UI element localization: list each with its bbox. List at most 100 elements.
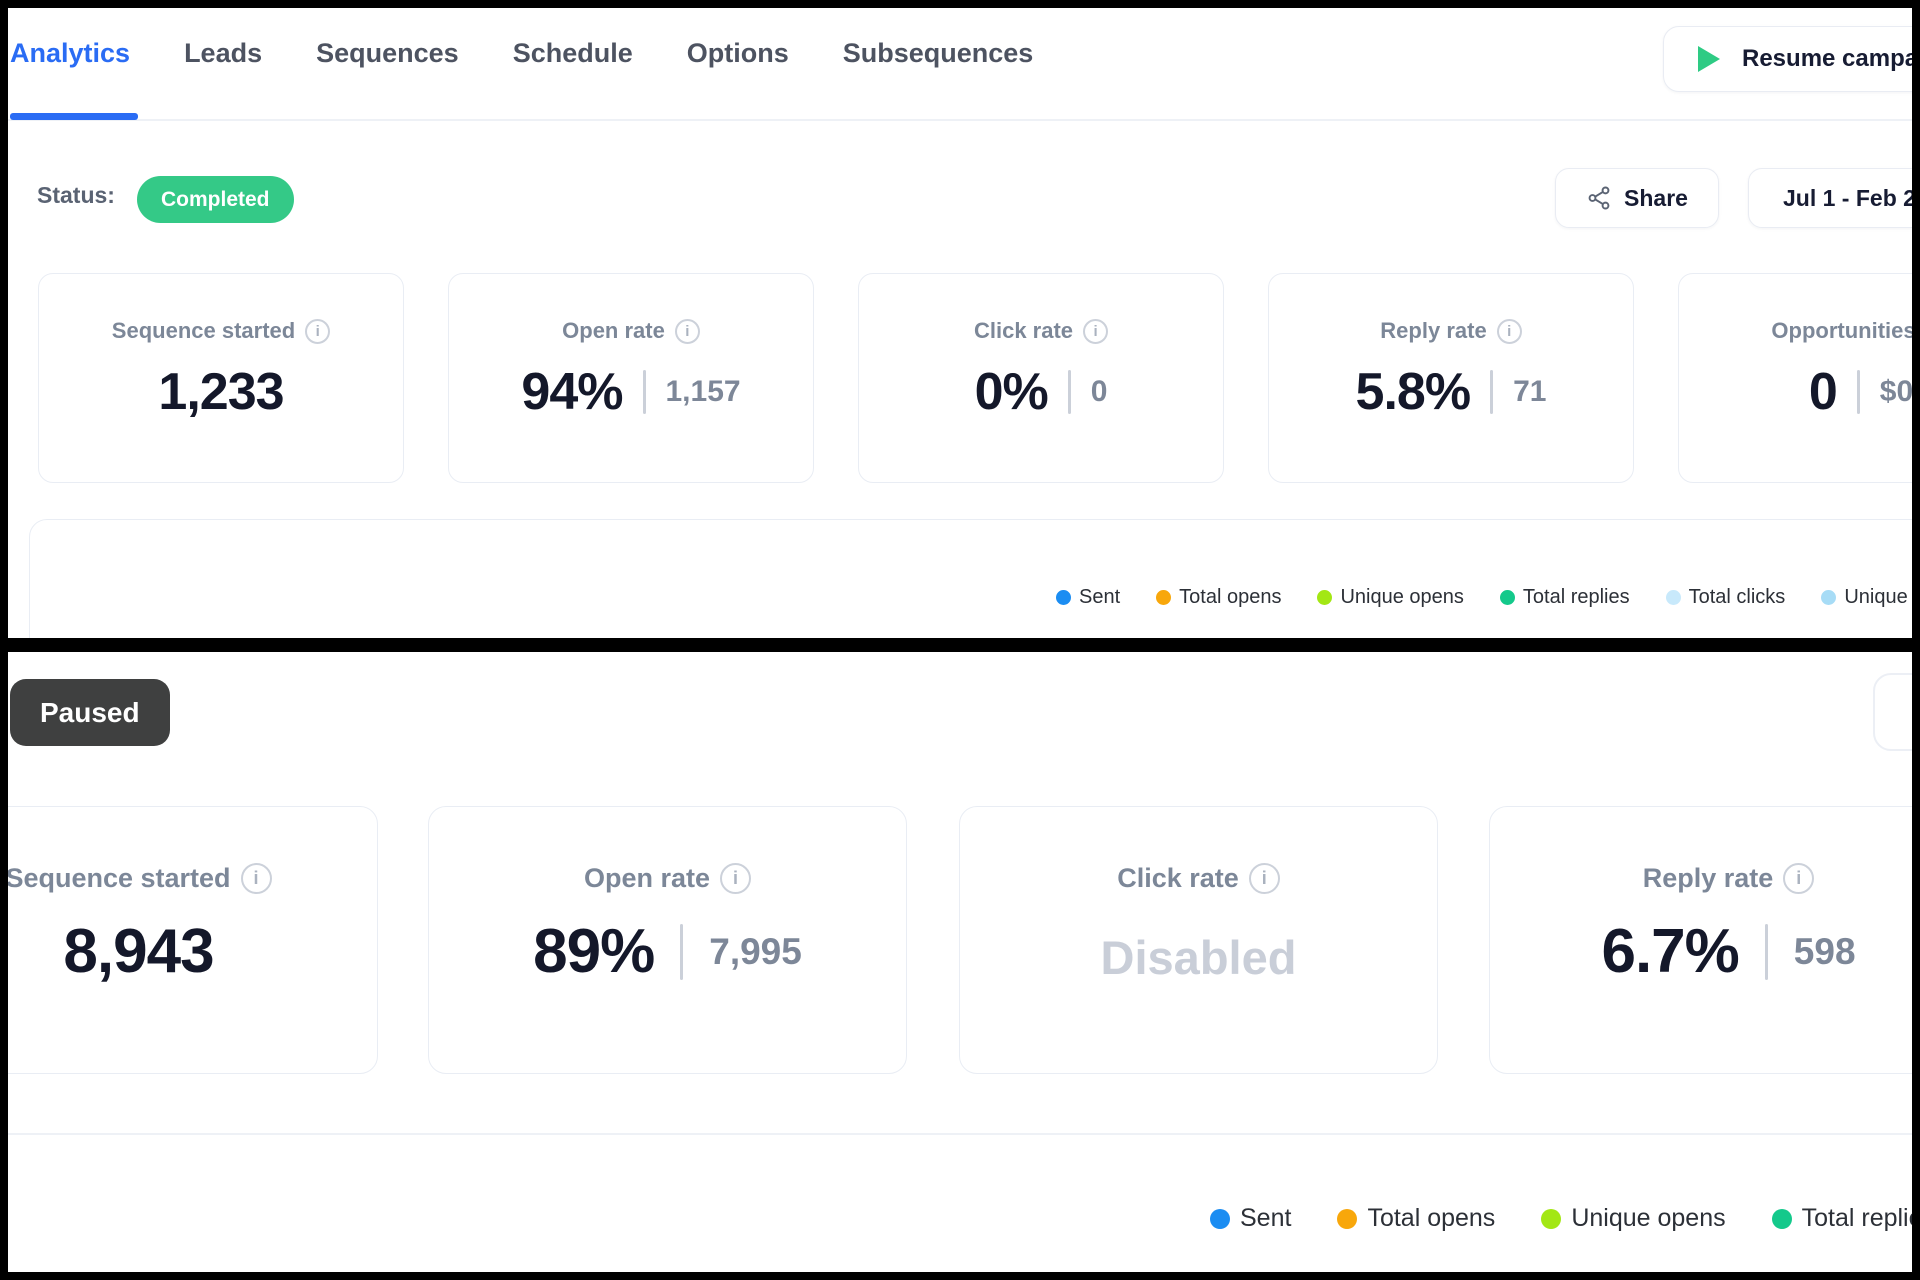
tab-schedule[interactable]: Schedule — [512, 38, 633, 68]
legend-dot — [1499, 590, 1515, 605]
info-icon[interactable]: i — [240, 863, 272, 894]
metric-card-open-rate: Open rate i 94% 1,157 — [448, 273, 814, 483]
info-icon[interactable]: i — [1083, 318, 1109, 344]
metric-card-reply-rate: Reply rate i 5.8% 71 — [1268, 273, 1634, 483]
legend-label: Total opens — [1367, 1204, 1496, 1232]
metric-card-opportunities: Opportunities i 0 $0 — [1678, 273, 1912, 483]
analytics-chart-card — [8, 1133, 1912, 1272]
metric-secondary-value: $0 — [1879, 375, 1912, 408]
legend-label: Total replies — [1522, 586, 1630, 608]
legend-item-total-replies[interactable]: Total replies — [1771, 1204, 1912, 1233]
legend-label: Unique opens — [1340, 586, 1464, 608]
legend-item-unique-opens[interactable]: Unique opens — [1317, 586, 1464, 609]
metric-label: Open rate — [562, 318, 665, 343]
date-range-label: Jul 1 - Feb 29 — [1783, 184, 1912, 211]
legend-dot — [1317, 590, 1333, 605]
metric-card-sequence-started: Sequence started i 8,943 — [8, 806, 378, 1074]
legend-item-total-replies[interactable]: Total replies — [1499, 586, 1630, 609]
active-tab-indicator — [10, 113, 138, 120]
tab-bar: Analytics Leads Sequences Schedule Optio… — [10, 38, 1033, 69]
legend-item-unique-clicks[interactable]: Unique clicks — [1821, 586, 1912, 609]
analytics-chart-card — [29, 519, 1912, 638]
date-range-button[interactable]: Jul 1 - Feb 29 — [1748, 168, 1912, 228]
metric-card-reply-rate: Reply rate i 6.7% 598 — [1489, 806, 1912, 1074]
clipped-toolbar-button[interactable] — [1873, 673, 1912, 751]
metric-label: Opportunities — [1771, 318, 1912, 343]
chart-legend: Sent Total opens Unique opens Total repl… — [1056, 586, 1912, 609]
tab-sequences[interactable]: Sequences — [316, 38, 459, 68]
metric-secondary-value: 71 — [1513, 375, 1547, 408]
info-icon[interactable]: i — [305, 318, 331, 344]
status-label: Status: — [37, 182, 115, 208]
legend-dot — [1665, 590, 1681, 605]
legend-dot — [1210, 1208, 1230, 1229]
metric-label: Sequence started — [111, 318, 296, 343]
metric-value: 0 — [1808, 363, 1838, 421]
tab-bar-divider — [8, 119, 1912, 121]
value-divider — [1067, 370, 1071, 414]
campaign-analytics-paused: Paused Sequence started i 8,943 Open rat… — [8, 652, 1912, 1272]
metric-value: 8,943 — [63, 917, 214, 986]
metric-secondary-value: 598 — [1793, 930, 1856, 972]
metric-secondary-value: 7,995 — [709, 930, 802, 972]
legend-label: Total clicks — [1688, 586, 1786, 608]
chart-legend: Sent Total opens Unique opens Total repl… — [1210, 1204, 1912, 1233]
metric-label: Click rate — [973, 318, 1074, 343]
status-badge: Completed — [137, 176, 294, 223]
metric-label: Reply rate — [1642, 863, 1774, 893]
value-divider — [1490, 370, 1494, 414]
value-divider — [1856, 370, 1860, 414]
share-icon — [1588, 186, 1610, 210]
metric-card-click-rate: Click rate i 0% 0 — [858, 273, 1224, 483]
info-icon[interactable]: i — [674, 318, 700, 344]
legend-item-total-clicks[interactable]: Total clicks — [1665, 586, 1786, 609]
metric-value: 1,233 — [158, 363, 284, 421]
metric-card-click-rate: Click rate i Disabled — [959, 806, 1438, 1074]
legend-item-total-opens[interactable]: Total opens — [1337, 1204, 1495, 1233]
metric-label: Sequence started — [8, 863, 231, 893]
metric-value: 5.8% — [1355, 363, 1472, 421]
legend-dot — [1056, 590, 1071, 605]
tab-subsequences[interactable]: Subsequences — [842, 38, 1034, 68]
info-icon[interactable]: i — [1248, 863, 1280, 894]
resume-campaign-label: Resume campaign — [1742, 45, 1912, 72]
status-badge: Paused — [10, 679, 170, 746]
value-divider — [680, 923, 684, 980]
resume-campaign-button[interactable]: Resume campaign — [1663, 26, 1912, 92]
legend-label: Total opens — [1179, 586, 1282, 608]
legend-item-unique-opens[interactable]: Unique opens — [1541, 1204, 1726, 1233]
legend-item-sent[interactable]: Sent — [1056, 586, 1120, 609]
metric-secondary-value: 0 — [1090, 375, 1108, 408]
campaign-analytics-completed: Analytics Leads Sequences Schedule Optio… — [8, 8, 1912, 638]
legend-label: Unique clicks — [1844, 586, 1912, 608]
info-icon[interactable]: i — [720, 863, 752, 894]
legend-label: Sent — [1240, 1204, 1292, 1232]
legend-dot — [1337, 1208, 1358, 1229]
metric-label: Reply rate — [1380, 318, 1487, 343]
tab-analytics[interactable]: Analytics — [10, 38, 131, 68]
metric-value-disabled: Disabled — [1100, 931, 1297, 984]
info-icon[interactable]: i — [1496, 318, 1522, 344]
legend-label: Unique opens — [1571, 1204, 1726, 1232]
metric-secondary-value: 1,157 — [665, 375, 741, 408]
metric-card-open-rate: Open rate i 89% 7,995 — [428, 806, 907, 1074]
share-button[interactable]: Share — [1555, 168, 1719, 228]
legend-dot — [1821, 590, 1837, 605]
value-divider — [642, 370, 646, 414]
info-icon[interactable]: i — [1783, 863, 1815, 894]
play-icon — [1698, 46, 1720, 72]
share-label: Share — [1624, 184, 1688, 211]
legend-dot — [1156, 590, 1172, 605]
metric-label: Click rate — [1117, 863, 1239, 893]
tab-options[interactable]: Options — [686, 38, 789, 68]
legend-label: Total replies — [1801, 1204, 1912, 1232]
legend-item-sent[interactable]: Sent — [1210, 1204, 1291, 1233]
tab-leads[interactable]: Leads — [184, 38, 263, 68]
metric-value: 94% — [521, 363, 623, 421]
value-divider — [1764, 923, 1768, 980]
legend-item-total-opens[interactable]: Total opens — [1156, 586, 1281, 609]
legend-dot — [1541, 1208, 1562, 1229]
metric-value: 0% — [974, 363, 1049, 421]
metric-card-sequence-started: Sequence started i 1,233 — [38, 273, 404, 483]
